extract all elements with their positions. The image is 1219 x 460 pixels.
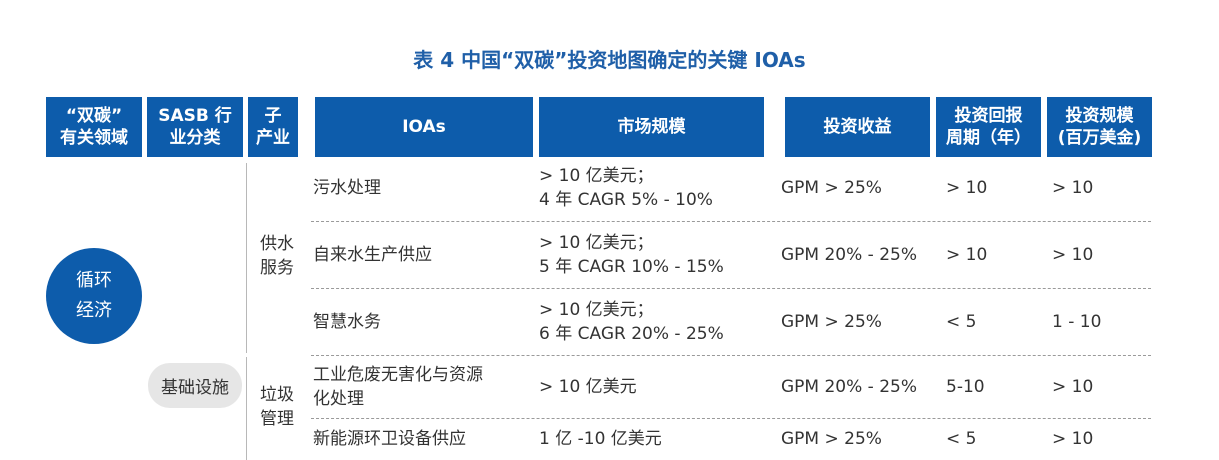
row-divider	[311, 355, 1151, 356]
table-row-period: > 10	[946, 178, 988, 198]
table-row-market: > 10 亿美元； 6 年 CAGR 20% - 25%	[539, 300, 724, 344]
table-row-scale: 1 - 10	[1052, 312, 1102, 332]
table-row-return: GPM 20% - 25%	[781, 377, 918, 397]
table-row-return: GPM > 25%	[781, 178, 882, 198]
table-row-scale: > 10	[1052, 377, 1094, 397]
header-subindustry: 子 产业	[248, 97, 298, 157]
table-row-market: > 10 亿美元	[539, 377, 637, 397]
group-divider	[246, 357, 247, 460]
header-domain: “双碳” 有关领域	[46, 97, 142, 157]
header-ioas: IOAs	[315, 97, 533, 157]
header-return: 投资收益	[785, 97, 930, 157]
subindustry-waste: 垃圾 管理	[260, 385, 294, 429]
table-row-period: 5-10	[946, 377, 985, 397]
header-payback-period: 投资回报 周期（年）	[936, 97, 1041, 157]
table-row-ioa: 智慧水务	[313, 312, 381, 332]
row-divider	[311, 288, 1151, 289]
table-row-return: GPM 20% - 25%	[781, 245, 918, 265]
header-market-size: 市场规模	[539, 97, 764, 157]
table-row-ioa: 自来水生产供应	[313, 245, 432, 265]
row-divider	[311, 221, 1151, 222]
domain-circle-badge: 循环 经济	[46, 248, 142, 344]
table-row-scale: > 10	[1052, 245, 1094, 265]
sasb-category-badge: 基础设施	[148, 363, 242, 408]
table-row-period: > 10	[946, 245, 988, 265]
table-row-market: > 10 亿美元； 5 年 CAGR 10% - 15%	[539, 233, 724, 277]
table-row-ioa: 新能源环卫设备供应	[313, 429, 466, 449]
header-sasb: SASB 行 业分类	[147, 97, 243, 157]
subindustry-water: 供水 服务	[260, 234, 294, 278]
table-row-scale: > 10	[1052, 178, 1094, 198]
group-divider	[246, 163, 247, 353]
table-row-return: GPM > 25%	[781, 312, 882, 332]
header-investment-scale: 投资规模 (百万美金)	[1047, 97, 1152, 157]
table-row-market: > 10 亿美元； 4 年 CAGR 5% - 10%	[539, 166, 713, 210]
table-row-period: < 5	[946, 312, 977, 332]
table-title: 表 4 中国“双碳”投资地图确定的关键 IOAs	[413, 48, 806, 72]
row-divider	[311, 418, 1151, 419]
table-row-scale: > 10	[1052, 429, 1094, 449]
table-row-period: < 5	[946, 429, 977, 449]
table-row-ioa: 工业危废无害化与资源 化处理	[313, 365, 483, 409]
table-row-return: GPM > 25%	[781, 429, 882, 449]
table-row-market: 1 亿 -10 亿美元	[539, 429, 662, 449]
table-row-ioa: 污水处理	[313, 178, 381, 198]
